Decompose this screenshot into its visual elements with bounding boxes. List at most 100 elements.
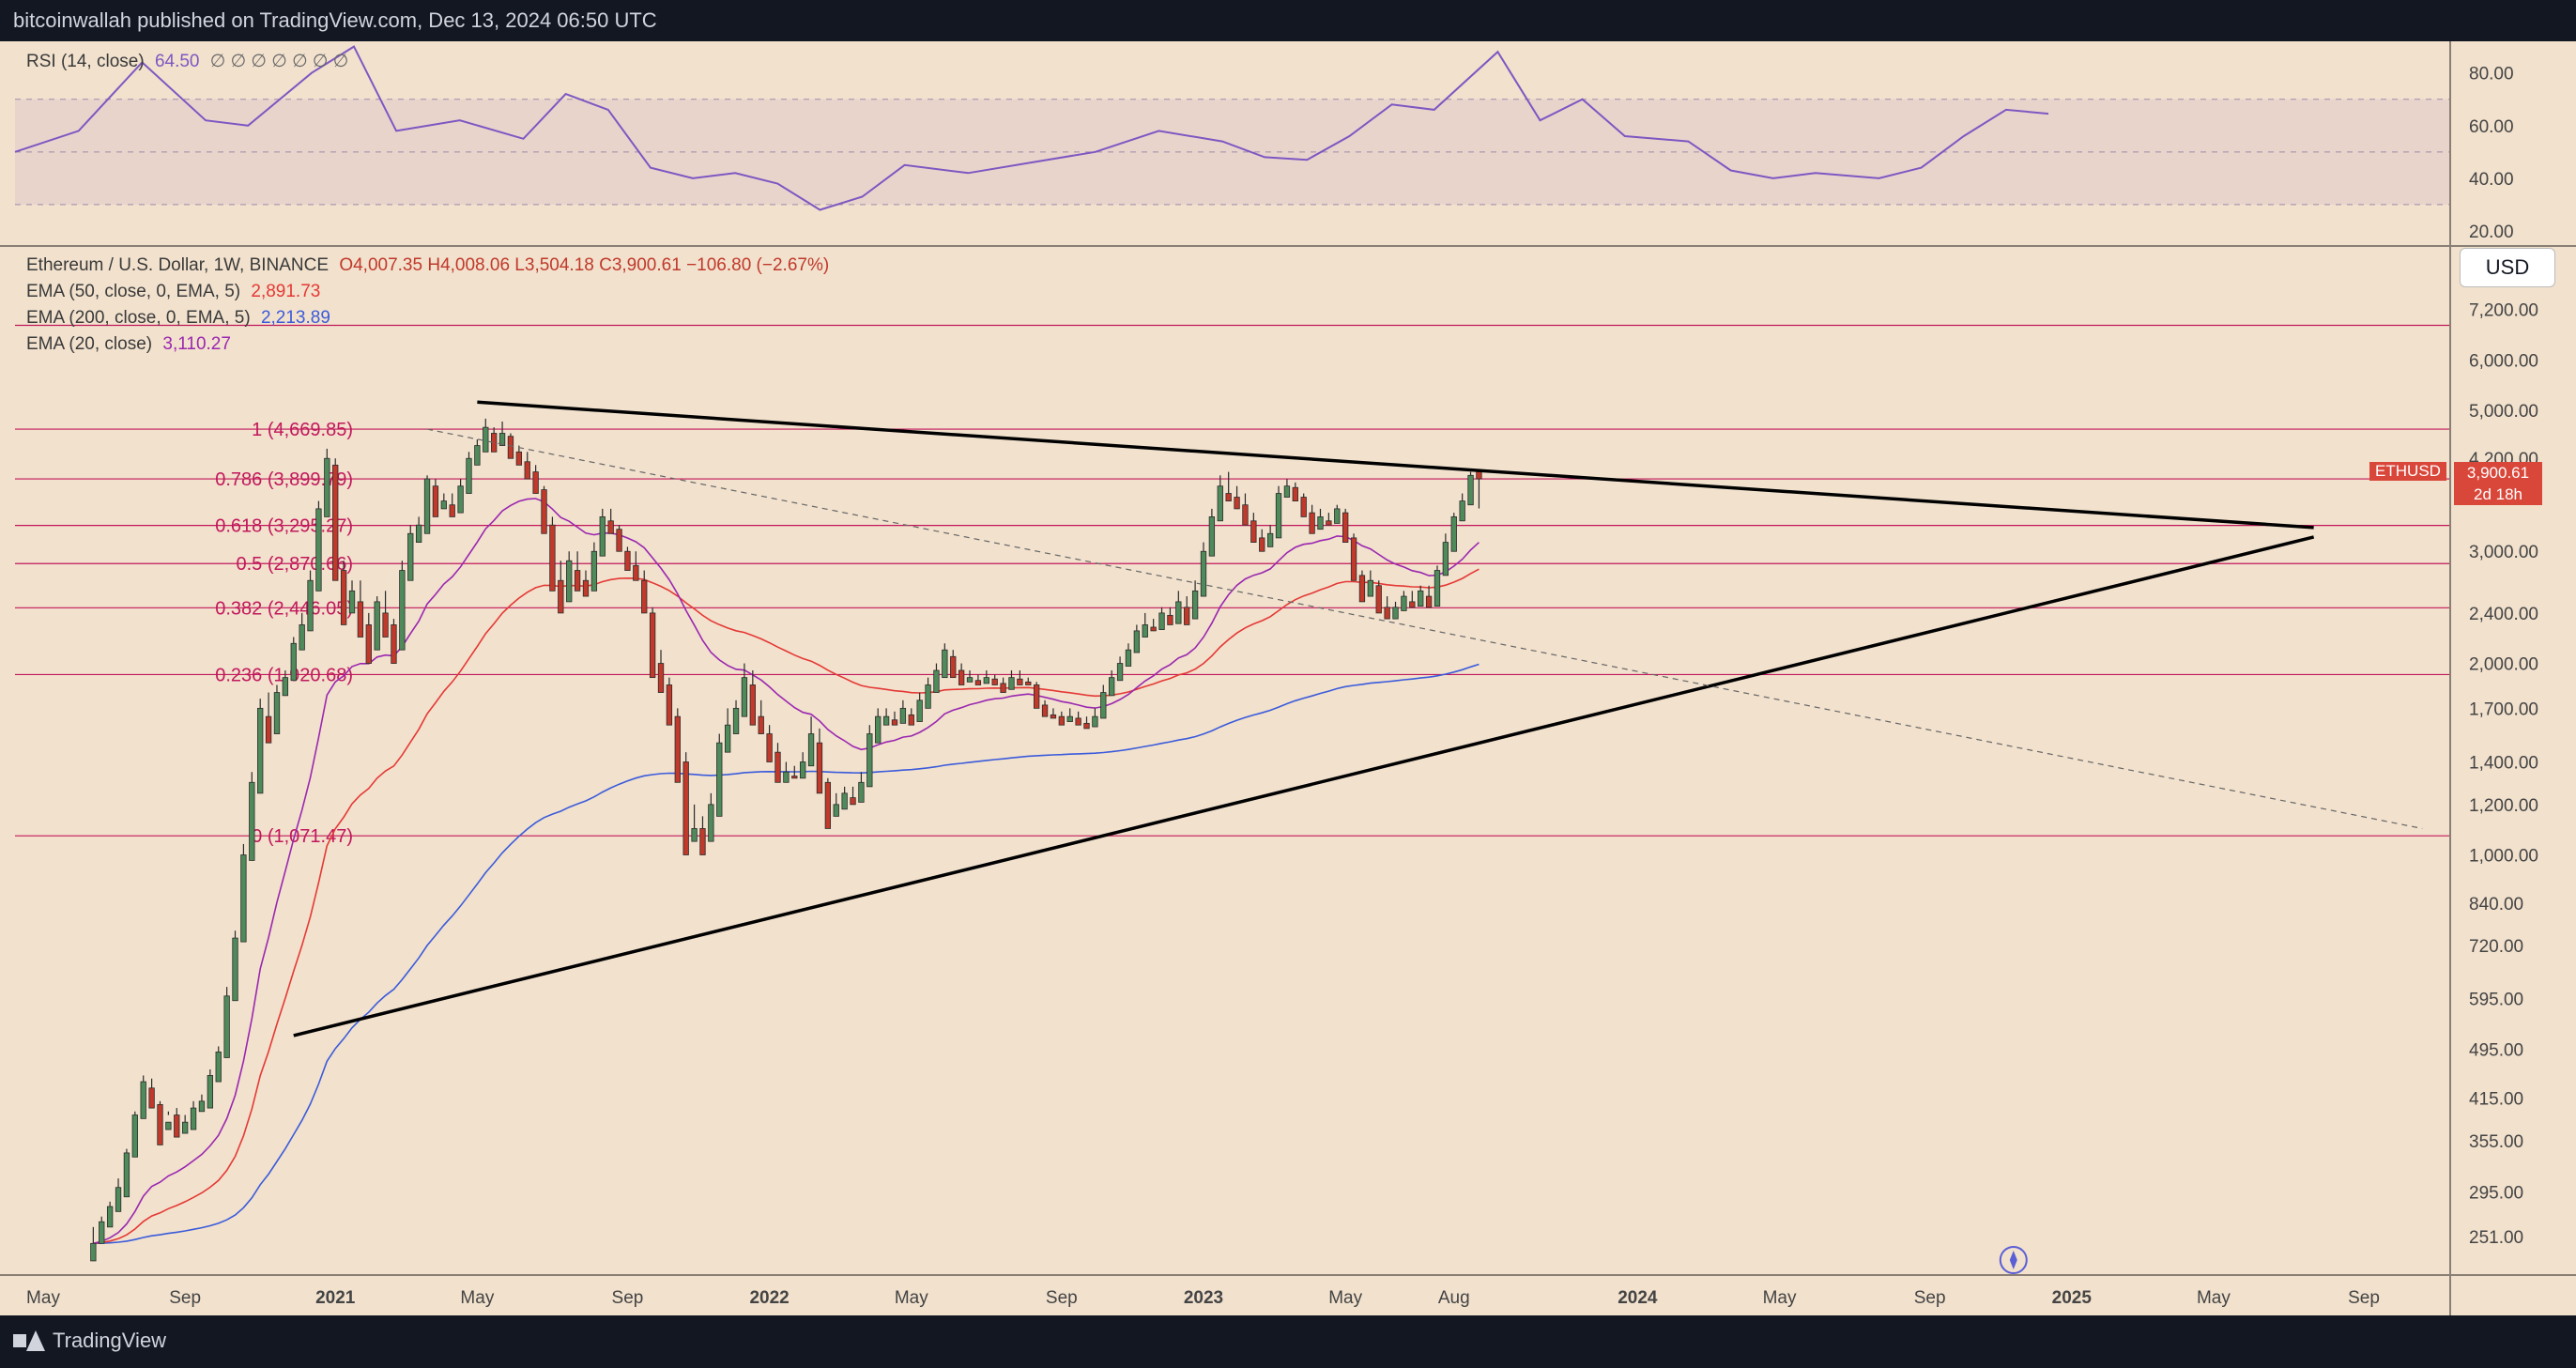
time-tick-label: 2021: [315, 1288, 356, 1308]
candle-body: [925, 684, 931, 709]
time-tick-label: May: [460, 1288, 494, 1308]
fib-level-label: 0.786 (3,899.79): [215, 469, 353, 490]
candle-body: [942, 649, 948, 679]
ema50-value: 2,891.73: [251, 282, 321, 301]
candle-body: [1000, 683, 1006, 693]
candle-body: [1217, 485, 1223, 522]
candle-body: [933, 669, 940, 693]
candle-body: [1034, 684, 1040, 709]
price-tick-label: 5,000.00: [2469, 402, 2538, 422]
rsi-tick-label: 20.00: [2469, 223, 2514, 242]
candle-body: [1083, 722, 1090, 730]
time-tick-label: May: [1763, 1288, 1797, 1308]
candle-body: [182, 1121, 189, 1134]
candle-body: [875, 715, 882, 744]
candle-body: [891, 719, 898, 726]
candle-body: [1158, 612, 1165, 630]
chart-canvas[interactable]: 80.00 60.00 40.00 20.00 1 (4,669.85) 0.786 (3…: [0, 41, 2576, 1315]
candle-body: [1367, 579, 1373, 597]
time-tick-label: Aug: [1438, 1288, 1470, 1308]
candle-body: [232, 937, 238, 1002]
ema20-label: EMA (20, close): [26, 334, 153, 354]
candle-body: [449, 504, 455, 517]
candle-body: [1250, 520, 1257, 543]
candle-body: [800, 761, 806, 779]
candle-body: [157, 1104, 163, 1145]
candle-body: [207, 1075, 213, 1109]
price-tick-label: 840.00: [2469, 895, 2523, 915]
candle-body: [1375, 585, 1382, 614]
ema200-value: 2,213.89: [260, 308, 330, 328]
price-tick-label: 595.00: [2469, 990, 2523, 1009]
price-tick-label: 251.00: [2469, 1228, 2523, 1248]
rsi-tick-label: 60.00: [2469, 117, 2514, 137]
candle-body: [391, 624, 397, 664]
candle-body: [1025, 681, 1032, 685]
ema50-legend: EMA (50, close, 0, EMA, 5) 2,891.73: [26, 282, 320, 302]
price-tick-label: 495.00: [2469, 1040, 2523, 1060]
candle-body: [816, 742, 823, 794]
candle-body: [908, 714, 914, 726]
fib-level-label: 0 (1,071.47): [252, 826, 353, 847]
price-tick-label: 2,400.00: [2469, 605, 2538, 624]
candle-body: [1175, 601, 1182, 624]
candle-body: [691, 828, 698, 842]
candle-body: [1342, 512, 1349, 543]
fib-level-label: 1 (4,669.85): [252, 420, 353, 440]
candle-body: [607, 520, 614, 534]
tradingview-logo[interactable]: TradingView: [13, 1329, 166, 1353]
candle-body: [282, 677, 289, 697]
candle-body: [682, 761, 689, 855]
candle-body: [1133, 630, 1141, 653]
candle-body: [115, 1187, 122, 1212]
candle-body: [558, 579, 564, 614]
candle-body: [515, 451, 523, 466]
publisher-bar: bitcoinwallah published on TradingView.c…: [0, 0, 2576, 41]
price-tick-label: 355.00: [2469, 1132, 2523, 1152]
candle-body: [541, 489, 547, 534]
time-tick-label: 2025: [2052, 1288, 2093, 1308]
candle-body: [582, 579, 590, 597]
candle-body: [223, 995, 230, 1058]
candle-body: [249, 781, 255, 861]
price-tick-label: 1,700.00: [2469, 699, 2538, 719]
currency-unit-button[interactable]: USD: [2460, 248, 2555, 287]
tradingview-logo-icon: [13, 1330, 45, 1351]
candle-body: [791, 776, 798, 779]
candle-body: [1392, 607, 1399, 620]
price-tick-label: 6,000.00: [2469, 351, 2538, 371]
price-tick-label: 3,000.00: [2469, 543, 2538, 562]
ema50-label: EMA (50, close, 0, EMA, 5): [26, 282, 241, 301]
fib-level-label: 0.236 (1,920.68): [215, 665, 353, 685]
candle-body: [315, 508, 322, 592]
candle-body: [1459, 500, 1465, 522]
candle-body: [1167, 614, 1173, 625]
candle-body: [633, 564, 639, 581]
candle-body: [850, 797, 856, 806]
candle-body: [1300, 497, 1307, 517]
price-tick-label: 7,200.00: [2469, 301, 2538, 321]
candle-body: [1208, 516, 1216, 557]
time-tick-label: May: [26, 1288, 60, 1308]
time-tick-label: May: [895, 1288, 928, 1308]
candle-body: [174, 1114, 180, 1138]
candle-body: [1234, 497, 1240, 510]
candle-body: [666, 684, 673, 726]
candle-body: [1109, 677, 1115, 697]
candle-body: [340, 570, 347, 625]
time-tick-label: 2024: [1618, 1288, 1658, 1308]
price-tick-label: 295.00: [2469, 1184, 2523, 1204]
rsi-line: [14, 45, 2049, 211]
candle-body: [1384, 607, 1390, 620]
candle-body: [1358, 575, 1366, 603]
candle-body: [1350, 537, 1357, 581]
candle-body: [716, 742, 723, 817]
candle-body: [708, 804, 714, 842]
candle-body: [365, 624, 372, 664]
candle-body: [1476, 470, 1482, 480]
candle-body: [1142, 624, 1148, 638]
candle-body: [1434, 570, 1441, 607]
candle-body: [131, 1114, 138, 1158]
candle-body: [950, 655, 957, 679]
candle-body: [616, 529, 622, 552]
